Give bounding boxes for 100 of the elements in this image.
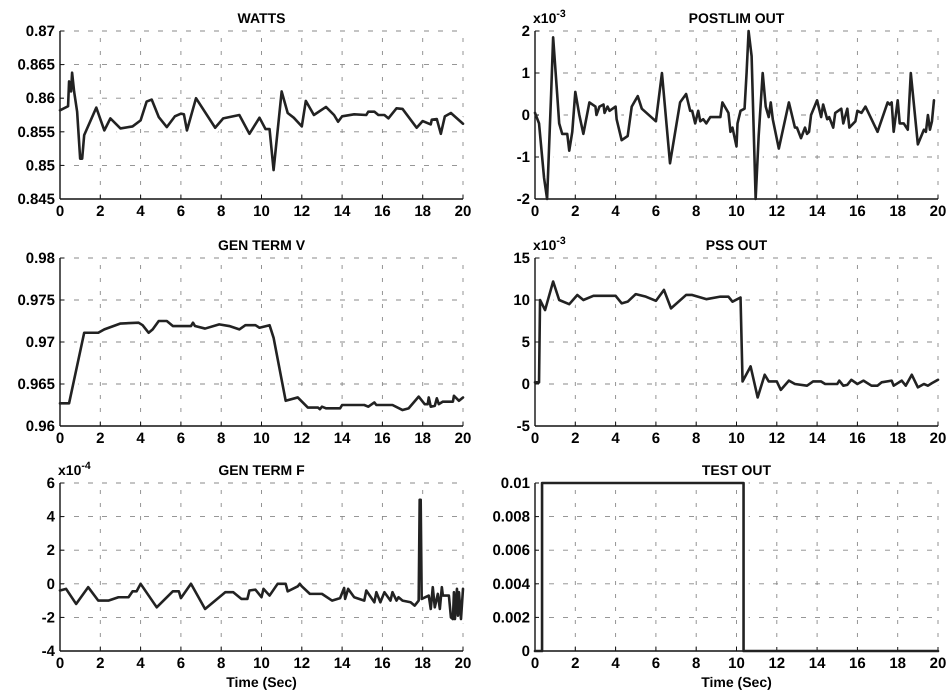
y-tick-label: -5	[516, 418, 530, 435]
x-tick-label: 20	[930, 655, 946, 672]
x-tick-label: 2	[571, 430, 580, 447]
x-tick-label: 14	[808, 430, 826, 447]
x-tick-label: 18	[414, 655, 432, 672]
text: x10$^{-3}$	[533, 235, 566, 253]
y-tick-label: -2	[516, 191, 530, 208]
x-tick-label: 20	[454, 203, 472, 220]
y-tick-label: 4	[46, 508, 56, 526]
x-tick-label: 10	[728, 430, 745, 447]
text: x10$^{-3}$	[533, 8, 566, 26]
x-tick-label: 16	[849, 655, 866, 672]
x-tick-label: 16	[374, 430, 391, 447]
x-tick-label: 6	[176, 430, 186, 447]
x-tick-label: 14	[334, 430, 352, 447]
x-axis-title: Time (Sec)	[226, 674, 297, 690]
y-tick-label: 0.85	[26, 157, 55, 174]
y-tick-label: 0	[522, 643, 530, 660]
x-tick-label: 16	[849, 203, 866, 220]
x-tick-label: 8	[692, 203, 700, 220]
x-tick-label: 18	[414, 430, 432, 447]
x-tick-label: 16	[374, 203, 391, 220]
x-tick-label: 12	[293, 203, 310, 220]
x-tick-label: 4	[136, 430, 146, 447]
y-tick-label: 0.002	[492, 609, 530, 626]
x-tick-label: 14	[334, 203, 352, 220]
chart-title: TEST OUT	[702, 462, 772, 478]
y-tick-label: 0.97	[26, 334, 55, 351]
x-tick-label: 10	[253, 655, 270, 672]
x-tick-label: 16	[374, 655, 391, 672]
y-tick-label: 2	[522, 23, 530, 40]
y-tick-label: 0.01	[500, 475, 530, 492]
x-tick-label: 8	[217, 655, 226, 672]
x-tick-label: 4	[611, 203, 620, 220]
line-series	[58, 71, 464, 172]
y-tick-label: 6	[46, 475, 55, 492]
y-tick-label: 0.865	[17, 56, 55, 74]
x-tick-label: 6	[652, 430, 660, 447]
x-tick-label: 14	[334, 655, 352, 672]
x-tick-label: 20	[930, 430, 946, 447]
y-tick-label: 1	[522, 65, 530, 82]
chart-title: PSS OUT	[706, 237, 768, 253]
x-tick-label: 6	[176, 203, 186, 220]
x-tick-label: 12	[293, 430, 310, 447]
text: x10$^{-4}$	[58, 460, 91, 478]
x-tick-label: 2	[96, 655, 104, 672]
x-tick-label: 6	[176, 655, 186, 672]
chart-title: POSTLIM OUT	[688, 10, 785, 26]
y-tick-label: 10	[513, 292, 530, 309]
x-tick-label: 10	[253, 203, 270, 220]
y-tick-label: 0.98	[26, 250, 55, 267]
y-tick-label: 0.96	[26, 418, 55, 435]
y-tick-label: 0	[46, 576, 55, 593]
y-tick-label: 0.845	[17, 191, 55, 208]
y-tick-label: 0.008	[492, 508, 530, 526]
line-series	[534, 30, 936, 200]
y-tick-label: 0.965	[17, 376, 55, 393]
x-tick-label: 2	[571, 203, 580, 220]
x-tick-label: 12	[293, 655, 310, 672]
chart-title: WATTS	[238, 10, 286, 26]
x-tick-label: 8	[217, 203, 226, 220]
chart-title: GEN TERM V	[218, 237, 306, 253]
x-tick-label: 10	[728, 655, 745, 672]
x-tick-label: 4	[611, 430, 620, 447]
x-tick-label: 4	[611, 655, 620, 672]
x-tick-label: 12	[768, 430, 786, 447]
x-tick-label: 18	[889, 203, 906, 220]
y-tick-label: 0.004	[492, 576, 531, 593]
x-tick-label: 20	[454, 655, 472, 672]
y-tick-label: 15	[513, 250, 530, 267]
x-tick-label: 4	[136, 655, 146, 672]
x-tick-label: 10	[728, 203, 745, 220]
x-tick-label: 2	[96, 203, 104, 220]
y-tick-label: 0.006	[492, 542, 530, 560]
y-tick-label: 2	[46, 542, 55, 560]
x-tick-label: 6	[652, 655, 660, 672]
x-tick-label: 8	[692, 430, 700, 447]
x-tick-label: 2	[96, 430, 104, 447]
y-tick-label: -1	[516, 149, 530, 166]
x-tick-label: 10	[253, 430, 270, 447]
y-tick-label: -2	[42, 609, 55, 626]
x-tick-label: 8	[692, 655, 700, 672]
y-tick-label: 0.87	[26, 23, 55, 40]
y-tick-label: 0.86	[26, 90, 55, 108]
x-tick-label: 8	[217, 430, 226, 447]
chart-title: GEN TERM F	[218, 462, 306, 478]
y-tick-label: 0	[522, 107, 530, 124]
x-tick-label: 16	[849, 430, 866, 447]
x-tick-label: 18	[889, 655, 906, 672]
x-tick-label: 18	[414, 203, 432, 220]
y-tick-label: -4	[42, 643, 56, 660]
x-tick-label: 12	[768, 203, 786, 220]
x-tick-label: 2	[571, 655, 580, 672]
y-tick-label: 0.855	[17, 124, 55, 141]
y-tick-label: 5	[522, 334, 530, 351]
line-series	[58, 320, 464, 412]
x-tick-label: 14	[808, 203, 826, 220]
x-tick-label: 20	[454, 430, 472, 447]
line-series	[58, 498, 464, 620]
x-tick-label: 12	[768, 655, 786, 672]
